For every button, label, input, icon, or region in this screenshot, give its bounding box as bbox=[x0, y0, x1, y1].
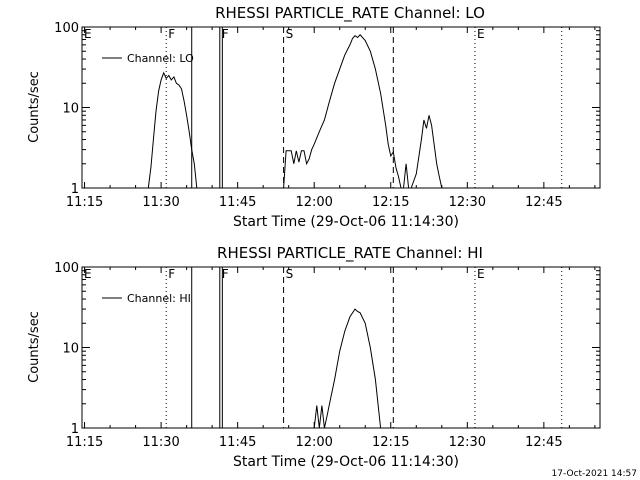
legend-label: Channel: HI bbox=[127, 292, 191, 305]
panel-lo: RHESSI PARTICLE_RATE Channel: LO E F F S E C… bbox=[27, 4, 601, 230]
marker-label: S bbox=[286, 267, 294, 281]
x-tick-label: 12:15 bbox=[372, 435, 409, 450]
y-tick-label: 100 bbox=[54, 21, 79, 36]
marker-label: S bbox=[286, 27, 294, 41]
y-tick-label: 10 bbox=[62, 102, 79, 117]
x-tick-label: 11:45 bbox=[219, 195, 256, 210]
axis-ticks: 11:15 11:30 11:45 12:00 12:15 12:30 12:45 1 10 10… bbox=[54, 261, 600, 450]
x-axis-label: Start Time (29-Oct-06 11:14:30) bbox=[233, 454, 459, 470]
x-tick-label: 12:45 bbox=[525, 435, 562, 450]
x-tick-label: 12:00 bbox=[295, 195, 332, 210]
x-tick-label: 12:00 bbox=[295, 435, 332, 450]
y-tick-label: 100 bbox=[54, 261, 79, 276]
x-axis-label: Start Time (29-Oct-06 11:14:30) bbox=[233, 214, 459, 230]
y-axis-label: Counts/sec bbox=[27, 71, 42, 143]
marker-label: F bbox=[168, 267, 175, 281]
y-axis-label: Counts/sec bbox=[27, 311, 42, 383]
marker-label: E bbox=[84, 27, 92, 41]
y-tick-label: 1 bbox=[71, 182, 79, 197]
chart-title: RHESSI PARTICLE_RATE Channel: HI bbox=[217, 244, 483, 263]
marker-label: E bbox=[477, 267, 485, 281]
x-tick-label: 12:30 bbox=[449, 435, 486, 450]
x-tick-label: 12:15 bbox=[372, 195, 409, 210]
legend: Channel: HI bbox=[102, 292, 191, 305]
y-tick-label: 1 bbox=[71, 422, 79, 437]
legend: Channel: LO bbox=[102, 52, 194, 65]
x-tick-label: 11:15 bbox=[66, 435, 103, 450]
marker-label: F bbox=[168, 27, 175, 41]
panel-hi: RHESSI PARTICLE_RATE Channel: HI E F F S E C… bbox=[27, 244, 601, 470]
marker-label: F bbox=[222, 267, 229, 281]
x-tick-label: 11:30 bbox=[142, 435, 179, 450]
marker-label: F bbox=[222, 27, 229, 41]
legend-label: Channel: LO bbox=[127, 52, 194, 65]
series-line bbox=[147, 34, 443, 189]
marker-label: E bbox=[84, 267, 92, 281]
x-tick-label: 12:30 bbox=[449, 195, 486, 210]
x-tick-label: 11:30 bbox=[142, 195, 179, 210]
footer-timestamp: 17-Oct-2021 14:57 bbox=[552, 469, 637, 479]
y-tick-label: 10 bbox=[62, 342, 79, 357]
axis-ticks: 11:15 11:30 11:45 12:00 12:15 12:30 12:45 1 10 10… bbox=[54, 21, 600, 210]
series-line bbox=[313, 308, 382, 429]
x-tick-label: 11:15 bbox=[66, 195, 103, 210]
marker-label: E bbox=[477, 27, 485, 41]
chart-title: RHESSI PARTICLE_RATE Channel: LO bbox=[215, 4, 485, 23]
x-tick-label: 11:45 bbox=[219, 435, 256, 450]
x-tick-label: 12:45 bbox=[525, 195, 562, 210]
